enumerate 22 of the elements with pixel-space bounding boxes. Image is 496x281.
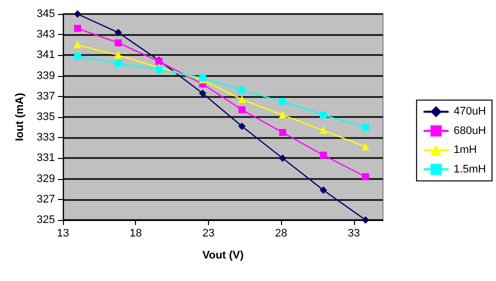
y-tick-label: 345 bbox=[36, 8, 55, 20]
x-tick-label: 23 bbox=[202, 228, 215, 240]
y-tick-label: 337 bbox=[36, 90, 55, 102]
y-tick-label: 331 bbox=[36, 152, 55, 164]
y-tick-label: 341 bbox=[36, 49, 55, 62]
x-tick-label: 18 bbox=[130, 228, 142, 240]
y-axis-title: Iout (mA) bbox=[14, 92, 26, 142]
x-tick-label: 33 bbox=[348, 228, 360, 240]
legend-label: 1mH bbox=[454, 144, 477, 156]
y-tick-label: 335 bbox=[36, 111, 55, 123]
y-tick-label: 339 bbox=[36, 70, 55, 82]
legend-label: 680uH bbox=[454, 124, 486, 137]
y-tick-label: 333 bbox=[36, 132, 55, 144]
x-tick-label: 13 bbox=[56, 228, 70, 240]
y-tick-label: 327 bbox=[36, 193, 55, 206]
x-axis-title: Vout (V) bbox=[202, 250, 244, 262]
x-tick-label: 28 bbox=[275, 228, 288, 240]
y-tick-label: 343 bbox=[36, 28, 55, 41]
y-tick-label: 329 bbox=[36, 172, 55, 185]
y-tick-label: 325 bbox=[36, 214, 55, 226]
legend-label: 1.5mH bbox=[454, 163, 486, 176]
legend-label: 470uH bbox=[454, 106, 486, 118]
